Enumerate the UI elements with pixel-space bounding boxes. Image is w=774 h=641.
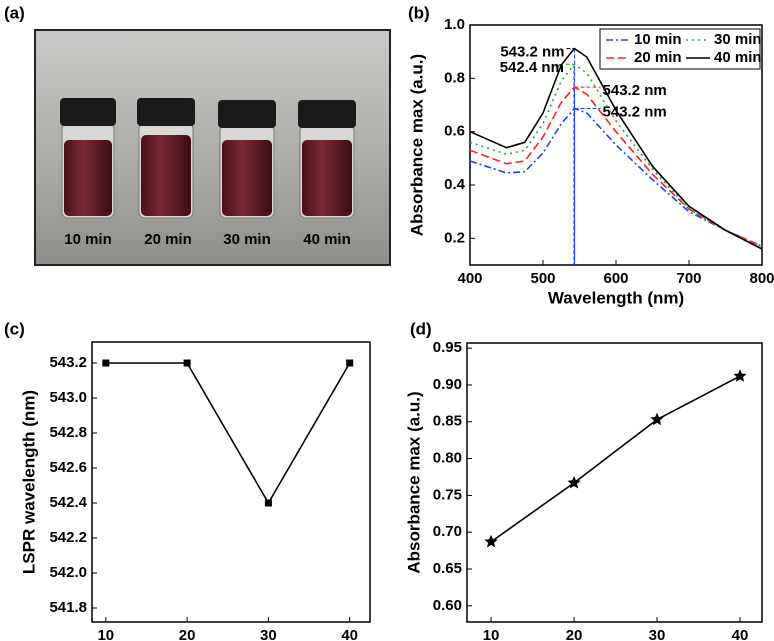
vial-label: 30 min bbox=[223, 231, 271, 248]
y-tick-label: 0.4 bbox=[444, 176, 466, 193]
x-tick-label: 500 bbox=[530, 270, 555, 287]
x-tick-label: 30 bbox=[649, 627, 666, 641]
y-axis-label: LSPR wavelength (nm) bbox=[19, 390, 38, 574]
photo-panel: (a) 10 min 20 min 30 min 40 min bbox=[4, 3, 391, 266]
marker bbox=[567, 475, 581, 489]
marker bbox=[733, 369, 747, 382]
vial bbox=[60, 98, 116, 219]
x-tick-label: 10 bbox=[483, 627, 500, 641]
y-tick-label: 0.80 bbox=[433, 450, 462, 467]
marker bbox=[650, 412, 664, 426]
y-axis-label: Absorbance max (a.u.) bbox=[407, 54, 426, 236]
series-line bbox=[469, 86, 763, 248]
annotation: 543.2 nm bbox=[603, 103, 667, 120]
y-tick-label: 0.60 bbox=[433, 597, 462, 614]
panel-label: (a) bbox=[4, 3, 25, 22]
x-tick-label: 400 bbox=[457, 270, 482, 287]
series-line bbox=[469, 47, 763, 250]
x-tick-label: 30 bbox=[260, 627, 277, 641]
y-tick-label: 543.2 bbox=[49, 354, 87, 371]
vial bbox=[218, 100, 276, 219]
x-tick-label: 10 bbox=[97, 627, 114, 641]
y-tick-label: 543.0 bbox=[49, 389, 87, 406]
x-tick-label: 40 bbox=[341, 627, 358, 641]
y-axis-label: Absorbance max (a.u.) bbox=[404, 391, 423, 573]
marker bbox=[183, 359, 191, 367]
y-tick-label: 0.2 bbox=[444, 229, 465, 246]
legend-label: 10 min bbox=[634, 31, 682, 48]
y-tick-label: 542.2 bbox=[49, 529, 87, 546]
y-tick-label: 541.8 bbox=[49, 599, 87, 616]
y-tick-label: 0.65 bbox=[433, 560, 462, 577]
plot-frame bbox=[91, 341, 371, 623]
vial-label: 40 min bbox=[303, 231, 351, 248]
y-tick-label: 542.4 bbox=[49, 494, 87, 511]
y-tick-label: 0.70 bbox=[433, 523, 462, 540]
annotation: 542.4 nm bbox=[500, 59, 564, 76]
y-tick-label: 0.85 bbox=[433, 413, 462, 430]
legend-box bbox=[599, 28, 761, 70]
vial bbox=[137, 98, 195, 219]
legend-label: 20 min bbox=[634, 49, 682, 66]
y-tick-label: 0.95 bbox=[433, 339, 462, 356]
marker bbox=[264, 499, 272, 507]
legend-label: 40 min bbox=[714, 49, 762, 66]
y-tick-label: 542.0 bbox=[49, 564, 87, 581]
x-tick-label: 20 bbox=[566, 627, 583, 641]
x-tick-label: 40 bbox=[732, 627, 749, 641]
y-tick-label: 1.0 bbox=[444, 16, 465, 33]
y-tick-label: 542.6 bbox=[49, 459, 87, 476]
x-tick-label: 800 bbox=[749, 270, 774, 287]
panel-label: (c) bbox=[4, 319, 25, 338]
x-tick-label: 700 bbox=[676, 270, 701, 287]
marker bbox=[484, 534, 498, 548]
y-tick-label: 0.8 bbox=[444, 69, 465, 86]
panel-label: (d) bbox=[410, 319, 432, 338]
plot-frame bbox=[466, 342, 763, 623]
vial bbox=[298, 100, 356, 219]
vial-label: 20 min bbox=[144, 231, 192, 248]
annotation: 543.2 nm bbox=[500, 43, 564, 60]
series-line bbox=[490, 375, 741, 543]
x-axis-label: Wavelength (nm) bbox=[548, 288, 684, 307]
annotation: 543.2 nm bbox=[603, 82, 667, 99]
vial-label: 10 min bbox=[64, 231, 112, 248]
x-tick-label: 20 bbox=[179, 627, 196, 641]
y-tick-label: 0.75 bbox=[433, 486, 462, 503]
series-line bbox=[105, 362, 351, 504]
legend-label: 30 min bbox=[714, 31, 762, 48]
x-tick-label: 600 bbox=[603, 270, 628, 287]
y-tick-label: 542.8 bbox=[49, 424, 87, 441]
y-tick-label: 0.6 bbox=[444, 123, 465, 140]
panel-label: (b) bbox=[408, 3, 430, 22]
marker bbox=[102, 359, 110, 367]
y-tick-label: 0.90 bbox=[433, 376, 462, 393]
marker bbox=[346, 359, 354, 367]
series-line bbox=[469, 63, 763, 250]
